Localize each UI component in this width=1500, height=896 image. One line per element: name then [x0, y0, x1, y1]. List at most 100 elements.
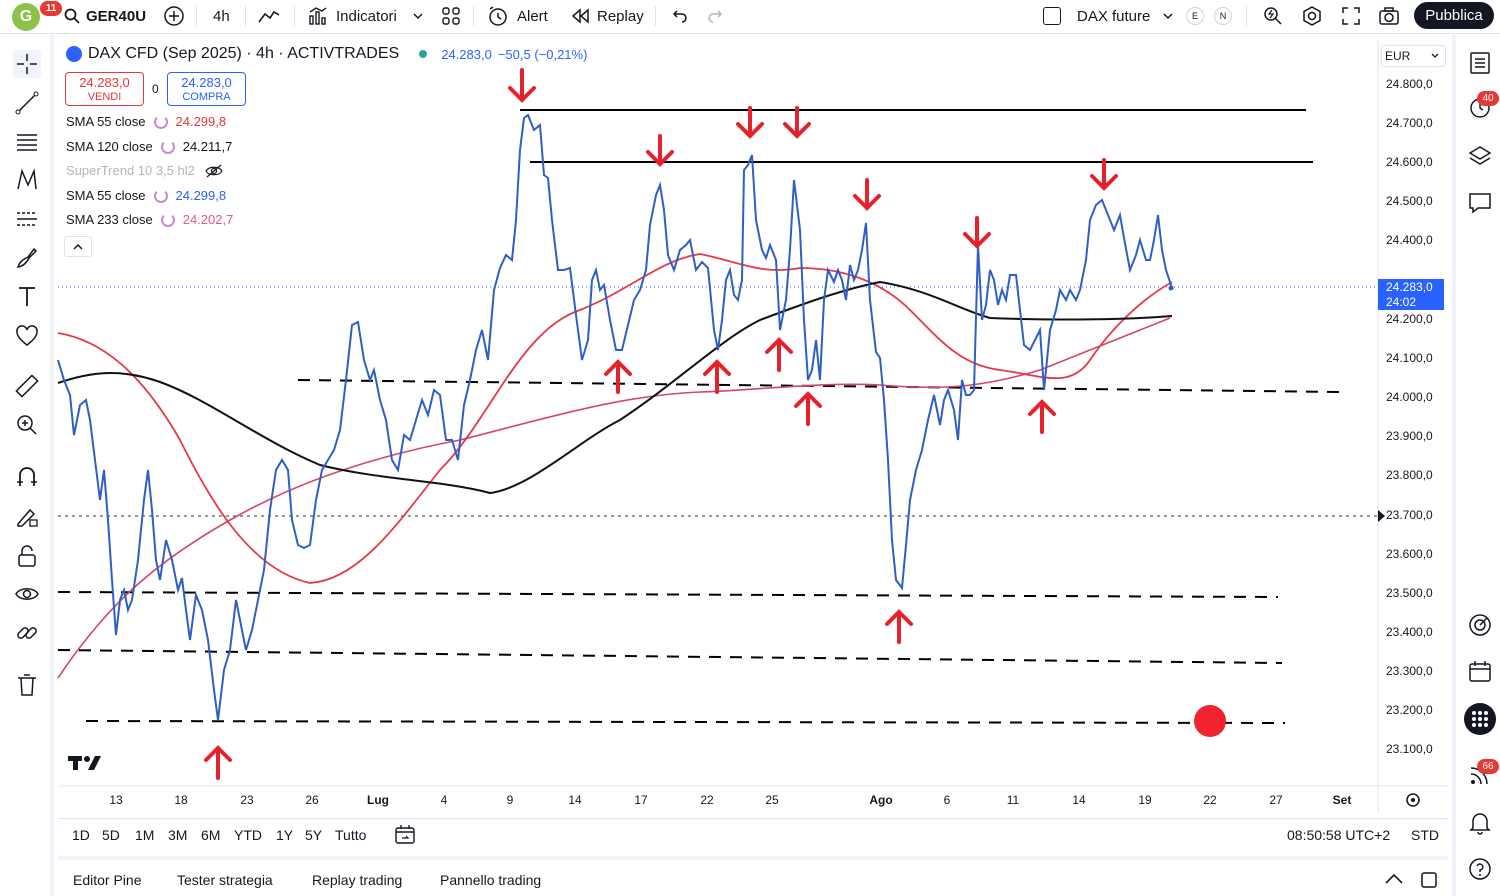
arrow-up-3 — [765, 337, 793, 372]
alert-label: Alert — [517, 7, 548, 25]
support-line-1 — [297, 379, 1343, 393]
alert-button[interactable]: Alert — [487, 0, 548, 32]
layouts-button[interactable] — [441, 0, 461, 32]
sync-drawings-tool[interactable] — [13, 619, 41, 647]
time-tick: 23 — [240, 793, 254, 807]
session-e-button[interactable]: E — [1186, 7, 1204, 25]
symbol-search[interactable]: GER40U — [64, 0, 146, 32]
currency-selector[interactable]: EUR — [1381, 45, 1446, 67]
checkbox-icon — [1043, 7, 1061, 25]
calendar-icon — [1469, 661, 1491, 682]
settings-button[interactable] — [1301, 0, 1323, 32]
measure-tool[interactable] — [13, 372, 41, 400]
undo-icon — [672, 10, 687, 23]
range-3m[interactable]: 3M — [168, 827, 188, 843]
replay-label: Replay — [597, 7, 644, 25]
stay-drawing-tool[interactable] — [13, 503, 41, 531]
clock-display[interactable]: 08:50:58 UTC+2 — [1287, 827, 1391, 843]
publish-button[interactable]: Pubblica — [1414, 2, 1494, 29]
calendar-button[interactable] — [1464, 656, 1496, 688]
legend-collapse-button[interactable] — [64, 236, 92, 257]
notifications-button[interactable] — [1464, 806, 1496, 838]
maximize-panel-icon[interactable] — [1420, 871, 1438, 889]
legend-sma55-b[interactable]: SMA 55 close 24.299,8 — [66, 188, 226, 203]
session-n-button[interactable]: N — [1214, 7, 1232, 25]
sell-button[interactable]: 24.283,0 VENDI — [65, 72, 144, 106]
chat-button[interactable] — [1464, 187, 1496, 219]
compare-add-button[interactable] — [163, 0, 185, 32]
loading-icon — [160, 212, 175, 227]
lock-drawings-tool[interactable] — [13, 542, 41, 570]
user-avatar[interactable]: G 11 — [12, 1, 62, 31]
chart-legend-title[interactable]: DAX CFD (Sep 2025) · 4h · ACTIVTRADES 24… — [66, 45, 587, 63]
indicators-button[interactable]: Indicatori — [308, 0, 397, 32]
symbol-label: GER40U — [86, 7, 147, 25]
favorites-tool[interactable] — [13, 322, 41, 350]
layers-button[interactable] — [1464, 140, 1496, 172]
range-all[interactable]: Tutto — [335, 827, 367, 843]
legend-supertrend[interactable]: SuperTrend 10 3,5 hl2 — [66, 163, 223, 178]
arrow-down-2 — [646, 134, 674, 167]
legend-sma120[interactable]: SMA 120 close 24.211,7 — [66, 139, 232, 154]
range-5y[interactable]: 5Y — [305, 827, 323, 843]
quick-search-button[interactable] — [1262, 0, 1284, 32]
fullscreen-button[interactable] — [1341, 0, 1361, 32]
indicator-name: SMA 120 close — [66, 139, 153, 154]
legend-sma233[interactable]: SMA 233 close 24.202,7 — [66, 212, 233, 227]
forecast-tool[interactable] — [13, 205, 41, 233]
range-ytd[interactable]: YTD — [234, 827, 262, 843]
range-5d[interactable]: 5D — [102, 827, 120, 843]
price-tick: 24.600,0 — [1386, 155, 1433, 169]
streams-button[interactable]: 66 — [1464, 759, 1499, 791]
help-button[interactable] — [1464, 853, 1496, 885]
compare-checkbox[interactable]: DAX future — [1043, 0, 1150, 32]
indicators-dropdown[interactable] — [412, 0, 424, 32]
horizontal-lines-icon — [17, 134, 37, 151]
range-1y[interactable]: 1Y — [276, 827, 294, 843]
snapshot-button[interactable] — [1378, 0, 1400, 32]
legend-sma55-a[interactable]: SMA 55 close 24.299,8 — [66, 114, 226, 129]
arrow-up-6 — [885, 609, 913, 644]
sell-price: 24.283,0 — [79, 75, 130, 90]
fib-tool[interactable] — [13, 128, 41, 156]
tab-replay-trading[interactable]: Replay trading — [312, 872, 403, 888]
hide-drawings-tool[interactable] — [13, 580, 41, 608]
watchlist-button[interactable] — [1464, 47, 1496, 79]
tab-pine-editor[interactable]: Editor Pine — [73, 872, 142, 888]
alerts-button[interactable]: 40 — [1464, 91, 1499, 123]
trendline-tool[interactable] — [13, 89, 41, 117]
text-tool[interactable] — [13, 283, 41, 311]
heart-icon — [16, 325, 38, 346]
goto-date-icon[interactable] — [394, 824, 416, 846]
interval-button[interactable]: 4h — [213, 0, 230, 32]
zoom-tool[interactable] — [13, 411, 41, 439]
buy-button[interactable]: 24.283,0 COMPRA — [167, 72, 246, 106]
apps-button[interactable] — [1464, 703, 1496, 735]
market-open-icon — [419, 50, 428, 58]
replay-button[interactable]: Replay — [571, 0, 644, 32]
brush-tool[interactable] — [13, 244, 41, 272]
ideas-button[interactable] — [1464, 609, 1496, 641]
redo-button[interactable] — [707, 0, 725, 32]
tab-strategy-tester[interactable]: Tester strategia — [177, 872, 273, 888]
range-1m[interactable]: 1M — [135, 827, 155, 843]
session-type[interactable]: STD — [1411, 827, 1439, 843]
remove-drawings-tool[interactable] — [13, 671, 41, 699]
time-tick: 14 — [1072, 793, 1086, 807]
range-6m[interactable]: 6M — [201, 827, 221, 843]
magnet-tool[interactable] — [13, 463, 41, 491]
indicator-name: SMA 55 close — [66, 114, 146, 129]
chevron-up-icon[interactable] — [1384, 872, 1404, 886]
red-dot-marker — [1194, 705, 1226, 737]
crosshair-tool[interactable] — [13, 50, 41, 78]
price-tick: 23.900,0 — [1386, 429, 1433, 443]
undo-button[interactable] — [670, 0, 688, 32]
compare-dropdown[interactable] — [1162, 0, 1174, 32]
range-1d[interactable]: 1D — [72, 827, 90, 843]
time-tick: 11 — [1006, 793, 1020, 807]
chart-type-button[interactable] — [257, 0, 281, 32]
support-line-2 — [57, 591, 1279, 598]
pattern-tool[interactable] — [13, 166, 41, 194]
tab-trading-panel[interactable]: Pannello trading — [440, 872, 542, 888]
